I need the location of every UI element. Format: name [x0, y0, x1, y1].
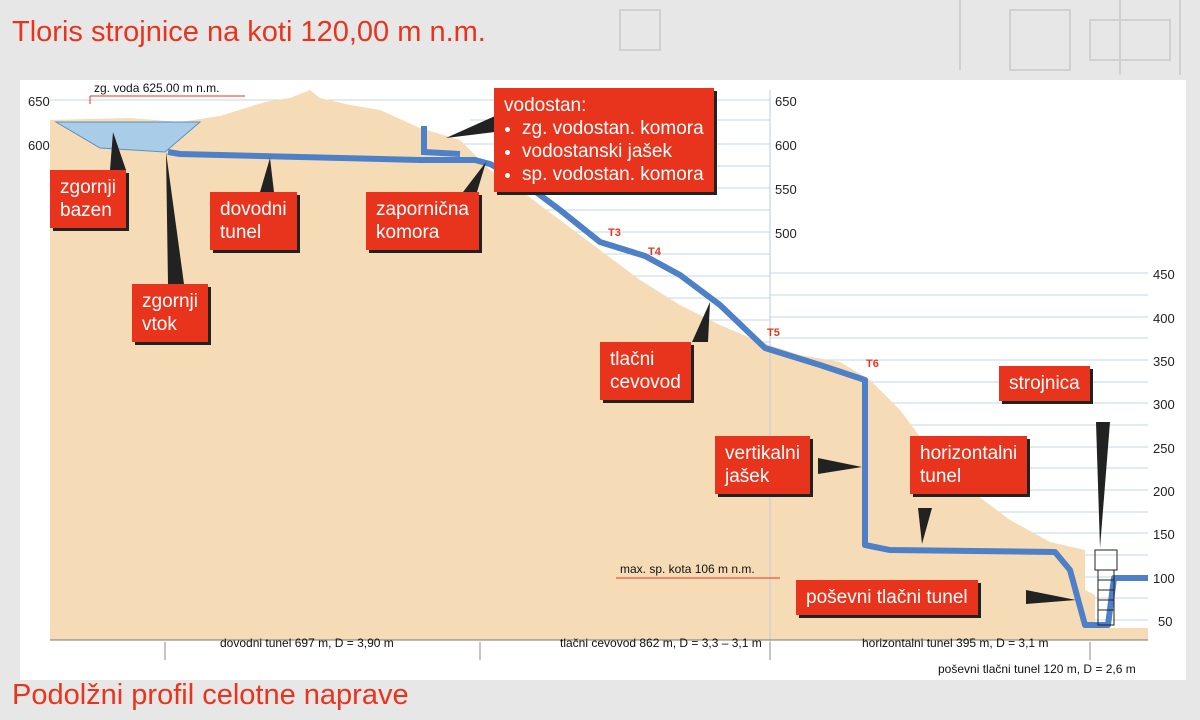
vertikalni-jasek-line2: jašek — [725, 466, 770, 487]
pipeline — [167, 149, 1148, 628]
segment-tlacni: tlačni cevovod 862 m, D = 3,3 – 3,1 m — [560, 636, 762, 650]
dovodni-tunel-line2: tunel — [220, 222, 262, 243]
mid-tick-600: 600 — [775, 138, 797, 153]
floor-plan-title: Tloris strojnice na koti 120,00 m n.m. — [12, 16, 486, 48]
mid-tick-550: 550 — [775, 182, 797, 197]
profile-title: Podolžni profil celotne naprave — [12, 679, 409, 711]
zgornji-vtok-line1: zgornji — [142, 291, 198, 312]
callout-strojnica: strojnica — [999, 366, 1090, 401]
segment-dovodni: dovodni tunel 697 m, D = 3,90 m — [220, 636, 394, 650]
right-tick-450: 450 — [1153, 267, 1175, 282]
dovodni-tunel-line1: dovodni — [220, 199, 287, 220]
profile-panel: 650 600 650 600 550 500 450 400 350 300 … — [20, 80, 1186, 680]
right-tick-350: 350 — [1153, 354, 1175, 369]
zgornji-vtok-line2: vtok — [142, 314, 177, 335]
surge-tank — [421, 126, 461, 157]
callout-vodostan: vodostan: zg. vodostan. komora vodostans… — [494, 88, 714, 192]
powerhouse — [1094, 549, 1118, 626]
vodostan-title: vodostan: — [504, 95, 587, 116]
tlacni-cevovod-line2: cevovod — [610, 372, 681, 393]
vodostan-item-2: vodostanski jašek — [522, 140, 704, 163]
zgornji-bazen-line2: bazen — [60, 200, 112, 221]
upper-water-level-label: zg. voda 625.00 m n.m. — [94, 81, 220, 95]
horizontalni-tunel-line1: horizontalni — [920, 443, 1018, 464]
point-t6: T6 — [866, 358, 879, 370]
callout-tlacni-cevovod: tlačni cevovod — [600, 342, 691, 400]
terrain — [50, 90, 1148, 640]
zgornji-bazen-line1: zgornji — [60, 177, 116, 198]
max-lower-level-label: max. sp. kota 106 m n.m. — [620, 562, 755, 576]
segment-horizontalni: horizontalni tunel 395 m, D = 3,1 m — [862, 636, 1049, 650]
right-tick-150: 150 — [1153, 527, 1175, 542]
left-tick-600: 600 — [28, 138, 50, 153]
right-tick-250: 250 — [1153, 441, 1175, 456]
callout-vertikalni-jasek: vertikalni jašek — [715, 436, 810, 494]
callout-zgornji-bazen: zgornji bazen — [50, 170, 126, 228]
point-t4: T4 — [648, 246, 661, 258]
horizontalni-tunel-line2: tunel — [920, 466, 962, 487]
callout-dovodni-tunel: dovodni tunel — [210, 192, 297, 250]
vodostan-item-3: sp. vodostan. komora — [522, 163, 704, 186]
upper-reservoir-water — [54, 121, 202, 153]
mid-tick-650: 650 — [775, 94, 797, 109]
callout-horizontalni-tunel: horizontalni tunel — [910, 436, 1028, 494]
point-t5: T5 — [767, 327, 780, 339]
vertikalni-jasek-line1: vertikalni — [725, 443, 800, 464]
callout-pointers — [110, 116, 1110, 604]
callout-zgornji-vtok: zgornji vtok — [132, 284, 208, 342]
right-tick-100: 100 — [1153, 571, 1175, 586]
mid-tick-500: 500 — [775, 226, 797, 241]
right-tick-50: 50 — [1158, 614, 1173, 629]
tlacni-cevovod-line1: tlačni — [610, 349, 655, 370]
zapornicna-komora-line2: komora — [376, 222, 440, 243]
point-t3: T3 — [608, 227, 621, 239]
callout-zapornicna-komora: zapornična komora — [366, 192, 479, 250]
right-tick-300: 300 — [1153, 397, 1175, 412]
callout-posevni-tlacni-tunel: poševni tlačni tunel — [796, 580, 978, 615]
zapornicna-komora-line1: zapornična — [376, 199, 469, 220]
vodostan-item-1: zg. vodostan. komora — [522, 117, 704, 140]
segment-posevni: poševni tlačni tunel 120 m, D = 2,6 m — [938, 662, 1136, 676]
right-tick-400: 400 — [1153, 311, 1175, 326]
left-tick-650: 650 — [28, 94, 50, 109]
right-tick-200: 200 — [1153, 484, 1175, 499]
